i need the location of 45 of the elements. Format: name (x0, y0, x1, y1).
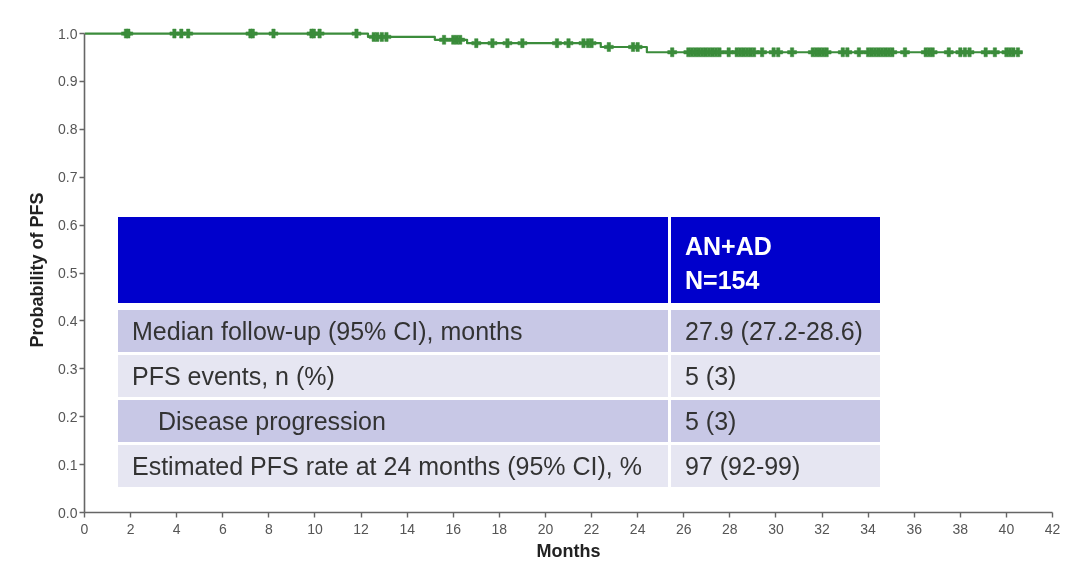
annotation: Median follow-up (95% CI), months (132, 316, 524, 347)
x-tick-label: 26 (675, 520, 692, 537)
x-tick-label: 20 (537, 520, 554, 537)
y-axis-title: Probability of PFS (27, 192, 48, 348)
x-tick-label: 16 (445, 520, 462, 537)
x-tick-label: 18 (491, 520, 508, 537)
y-tick-label: 0.3 (58, 360, 78, 377)
x-tick-label: 2 (126, 520, 135, 537)
x-tick-label: 40 (998, 520, 1015, 537)
annotation: Estimated PFS rate at 24 months (95% CI), % (132, 451, 643, 482)
y-tick-label: 0.7 (58, 169, 78, 186)
annotation: 5 (3) (685, 361, 738, 392)
x-tick-label: 22 (583, 520, 600, 537)
annotation: Disease progression (158, 406, 387, 437)
y-tick-label: 0.5 (58, 265, 78, 282)
y-tick-label: 0.0 (58, 504, 78, 521)
x-tick-label: 28 (722, 520, 738, 537)
annotation: 27.9 (27.2-28.6) (685, 316, 864, 347)
x-tick-label: 38 (952, 520, 969, 537)
y-tick-label: 0.4 (58, 312, 78, 329)
x-tick-label: 12 (353, 520, 370, 537)
y-tick-label: 0.6 (58, 217, 78, 234)
x-tick-label: 30 (768, 520, 784, 537)
annotation: 5 (3) (685, 406, 738, 437)
y-tick-label: 1.0 (58, 25, 78, 42)
x-tick-label: 0 (80, 520, 89, 537)
x-tick-label: 4 (172, 520, 181, 537)
y-tick-label: 0.8 (58, 121, 78, 138)
x-axis-title: Months (536, 540, 601, 561)
annotation: 97 (92-99) (685, 451, 802, 482)
y-tick-label: 0.9 (58, 73, 78, 90)
x-tick-label: 14 (399, 520, 416, 537)
x-tick-label: 42 (1044, 520, 1061, 537)
x-tick-label: 36 (906, 520, 923, 537)
y-tick-label: 0.2 (58, 408, 78, 425)
annotation: N=154 (685, 265, 761, 296)
x-tick-label: 6 (218, 520, 227, 537)
annotation: PFS events, n (%) (132, 361, 336, 392)
x-tick-label: 34 (860, 520, 877, 537)
annotation: AN+AD (685, 231, 773, 262)
x-tick-label: 10 (307, 520, 323, 537)
x-tick-label: 8 (264, 520, 273, 537)
y-tick-label: 0.1 (58, 456, 78, 473)
x-tick-label: 32 (814, 520, 831, 537)
x-tick-label: 24 (629, 520, 646, 537)
